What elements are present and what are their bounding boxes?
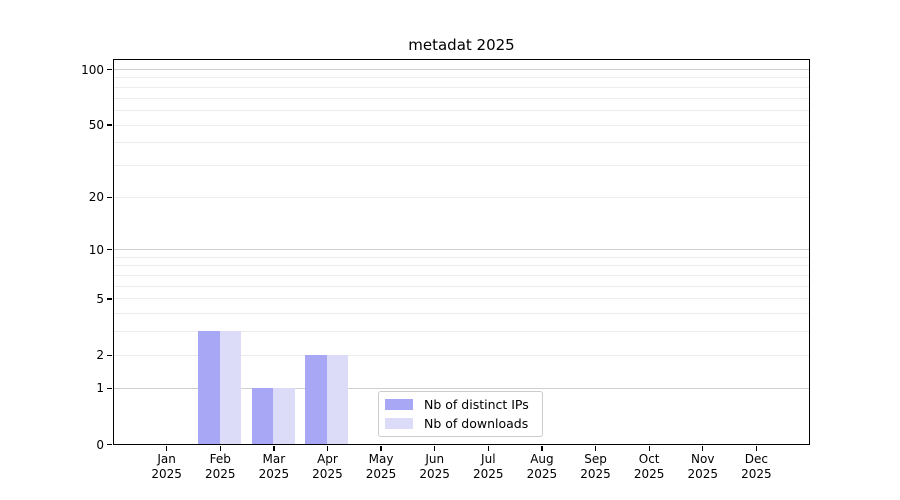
bar-distinct-ips-mar (251, 387, 274, 444)
gridline-minor (114, 275, 809, 277)
x-axis-tick (487, 446, 489, 451)
x-tick-label: Aug 2025 (512, 452, 572, 482)
x-axis-tick (702, 446, 704, 451)
y-tick-label: 5 (96, 291, 104, 306)
x-axis-tick (755, 446, 758, 451)
x-tick-year: 2025 (473, 466, 504, 481)
x-tick-month: Oct (638, 451, 660, 466)
x-tick-month: May (368, 451, 394, 466)
gridline-minor (114, 109, 809, 111)
legend: Nb of distinct IPs Nb of downloads (378, 391, 543, 437)
x-axis-tick (219, 446, 221, 451)
x-tick-year: 2025 (365, 466, 397, 481)
legend-row-distinct-ips: Nb of distinct IPs (385, 397, 534, 412)
x-tick-year: 2025 (526, 466, 558, 481)
y-axis-tick (106, 354, 112, 356)
y-axis-tick (106, 68, 112, 71)
legend-label-distinct-ips: Nb of distinct IPs (424, 397, 529, 412)
gridline-minor (114, 285, 809, 287)
y-tick-label: 0 (96, 437, 104, 452)
y-tick-label: 2 (96, 348, 104, 363)
x-tick-month: Dec (744, 451, 768, 466)
gridline-minor (114, 164, 809, 166)
y-axis-tick (106, 443, 112, 446)
gridline-minor (114, 313, 809, 315)
y-tick-label: 20 (88, 190, 104, 205)
y-axis-tick (106, 124, 112, 126)
x-tick-year: 2025 (312, 466, 343, 481)
chart-title: metadat 2025 (408, 36, 515, 54)
x-tick-month: Sep (584, 451, 607, 466)
gridline-minor (114, 124, 809, 126)
x-tick-label: Nov 2025 (673, 452, 733, 482)
x-tick-label: May 2025 (351, 452, 411, 482)
x-tick-year: 2025 (633, 466, 665, 481)
bar-downloads-mar (273, 387, 295, 444)
y-tick-label: 50 (88, 118, 104, 133)
x-tick-month: Jan (157, 451, 176, 466)
x-tick-label: Jul 2025 (458, 452, 518, 482)
x-tick-label: Sep 2025 (566, 452, 626, 482)
x-tick-month: Mar (262, 451, 286, 466)
y-axis-tick (106, 196, 112, 198)
gridline-minor (114, 142, 809, 144)
x-axis-tick (326, 446, 329, 451)
gridline-minor (114, 265, 809, 267)
gridline-minor (114, 97, 809, 99)
x-tick-month: Nov (691, 451, 715, 466)
x-axis-tick (434, 446, 436, 451)
x-tick-label: Feb 2025 (190, 452, 250, 482)
gridline-minor (114, 196, 809, 198)
gridline-minor (114, 354, 809, 356)
y-tick-label: 100 (81, 62, 104, 77)
x-tick-month: Jun (425, 451, 445, 466)
gridline-minor (114, 298, 809, 300)
x-axis-tick (380, 446, 382, 451)
x-axis-tick (594, 446, 597, 451)
bar-downloads-feb (219, 331, 242, 444)
y-axis-tick (106, 249, 112, 251)
bar-distinct-ips-apr (305, 354, 327, 444)
x-tick-label: Mar 2025 (244, 452, 304, 482)
legend-row-downloads: Nb of downloads (385, 416, 534, 431)
x-tick-year: 2025 (151, 466, 182, 481)
x-tick-label: Apr 2025 (297, 452, 357, 482)
legend-swatch-distinct-ips (385, 399, 413, 410)
gridline-major (114, 387, 809, 389)
x-tick-year: 2025 (204, 466, 236, 481)
x-tick-month: Apr (317, 451, 338, 466)
bar-downloads-apr (326, 354, 349, 444)
legend-swatch-downloads (385, 418, 413, 429)
gridline-minor (114, 77, 809, 79)
y-tick-label: 1 (96, 381, 104, 396)
gridline-minor (114, 256, 809, 258)
x-tick-year: 2025 (687, 466, 719, 481)
x-tick-label: Dec 2025 (726, 452, 786, 482)
y-axis-tick (106, 387, 112, 389)
x-tick-label: Oct 2025 (619, 452, 679, 482)
gridline-minor (114, 331, 809, 333)
x-axis-tick (166, 446, 168, 451)
x-tick-year: 2025 (741, 466, 772, 481)
x-tick-label: Jun 2025 (405, 452, 465, 482)
y-tick-label: 10 (88, 242, 104, 257)
x-tick-year: 2025 (419, 466, 450, 481)
gridline-major (114, 69, 809, 70)
x-tick-month: Jul (481, 451, 496, 466)
gridline-minor (114, 86, 809, 88)
x-tick-month: Aug (530, 451, 554, 466)
x-tick-year: 2025 (258, 466, 290, 481)
x-axis-tick (648, 446, 650, 451)
x-tick-label: Jan 2025 (137, 452, 197, 482)
x-tick-year: 2025 (580, 466, 611, 481)
gridline-major (114, 249, 809, 251)
plot-area (113, 59, 810, 445)
x-axis-tick (273, 446, 275, 451)
bar-distinct-ips-feb (198, 331, 220, 444)
x-axis-tick (541, 446, 543, 451)
x-tick-month: Feb (209, 451, 231, 466)
legend-label-downloads: Nb of downloads (424, 416, 529, 431)
y-axis-tick (106, 298, 112, 300)
